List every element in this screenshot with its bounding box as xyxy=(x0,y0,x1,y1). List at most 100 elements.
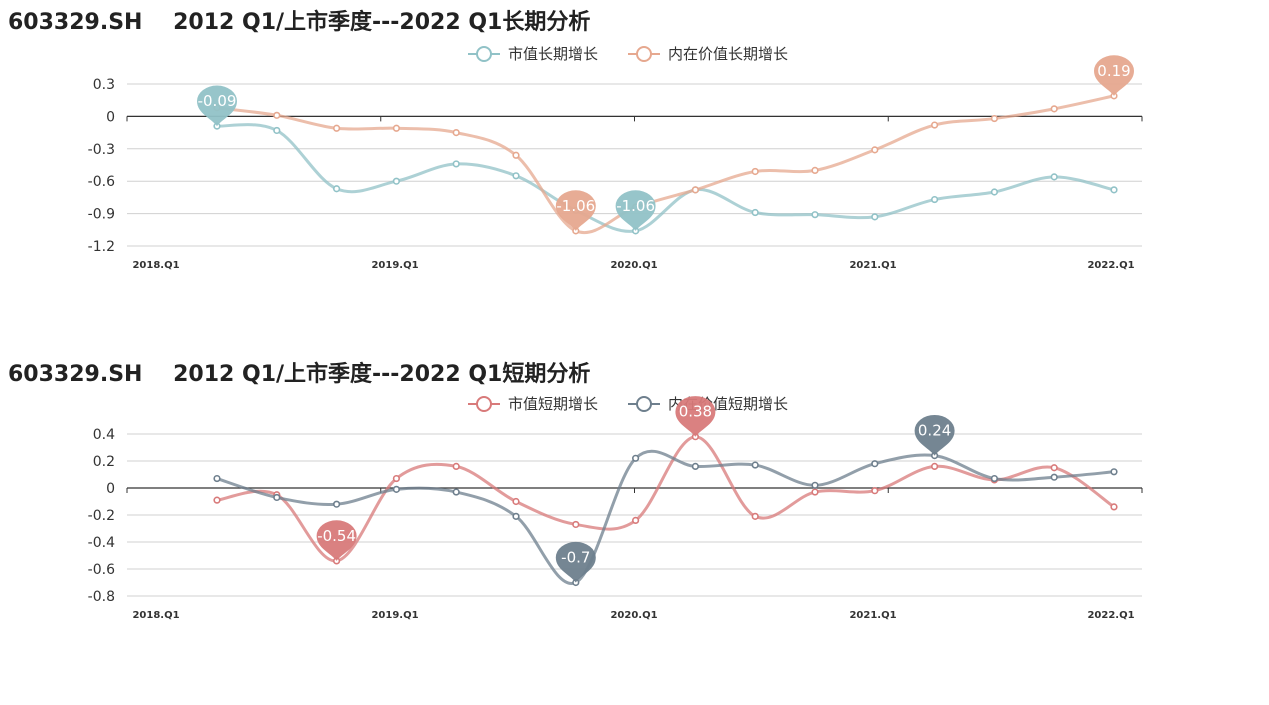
data-point xyxy=(1110,503,1118,511)
pin-label: -1.06 xyxy=(616,197,655,215)
y-tick-label: -0.9 xyxy=(88,207,115,223)
long-term-panel: 603329.SH 2012 Q1/上市季度---2022 Q1长期分析 0.3… xyxy=(0,0,1269,340)
pin-shape xyxy=(197,85,237,127)
series-line xyxy=(216,123,1115,233)
data-point xyxy=(392,177,401,185)
data-point xyxy=(333,124,341,132)
data-point xyxy=(572,520,580,529)
data-point xyxy=(631,454,640,462)
y-tick-label: -0.8 xyxy=(88,589,115,605)
data-point xyxy=(273,111,281,119)
data-point xyxy=(871,487,879,495)
data-point xyxy=(512,512,520,520)
data-point xyxy=(1110,468,1118,476)
x-tick-label: 2018.Q1 xyxy=(132,260,179,271)
short-term-growth-chart: 0.4 0.2 0 -0.2 -0.4 -0.6 -0.8 2018.Q1 2019.Q1 202… xyxy=(88,395,1143,621)
data-point xyxy=(871,460,879,468)
pin-shape xyxy=(555,541,596,583)
x-tick-label: 2021.Q1 xyxy=(849,610,896,621)
pin-label: -0.7 xyxy=(561,549,590,567)
data-point xyxy=(751,167,759,176)
y-tick-label: 0 xyxy=(106,481,115,497)
data-point xyxy=(751,461,759,469)
data-point xyxy=(930,195,939,204)
legend-label: 内在价值长期增长 xyxy=(668,45,788,63)
data-point xyxy=(811,488,819,496)
legend-item: 市值长期增长 xyxy=(468,45,598,63)
y-tick-label: 0.3 xyxy=(93,77,115,93)
y-tick-label: -0.6 xyxy=(88,174,115,190)
short-term-panel: 603329.SH 2012 Q1/上市季度---2022 Q1短期分析 0.4… xyxy=(0,350,1269,690)
pin-shape xyxy=(555,190,596,231)
y-tick-label: -1.2 xyxy=(88,239,115,255)
data-point xyxy=(871,146,879,154)
legend-item: 内在价值长期增长 xyxy=(628,45,788,63)
pin-label: 0.38 xyxy=(679,403,712,421)
legend-marker xyxy=(476,396,492,412)
max-min-pin: 0.24 xyxy=(914,415,955,456)
data-point xyxy=(273,126,281,135)
x-tick-label: 2019.Q1 xyxy=(371,610,418,621)
data-point xyxy=(333,185,341,193)
y-tick-label: -0.2 xyxy=(88,508,115,524)
legend-marker xyxy=(476,46,492,62)
chart-title: 603329.SH 2012 Q1/上市季度---2022 Q1短期分析 xyxy=(8,362,591,387)
data-point xyxy=(1110,186,1118,194)
legend: 市值短期增长 内在价值短期增长 xyxy=(468,395,788,413)
long-term-growth-chart: 0.3 0 -0.3 -0.6 -0.9 -1.2 2018.Q1 2019.Q1 2020.Q… xyxy=(88,45,1143,271)
data-point xyxy=(930,462,939,470)
pin-shape xyxy=(1094,55,1134,96)
max-min-pin: 0.38 xyxy=(675,396,716,437)
max-min-pin: -1.06 xyxy=(615,190,656,231)
pin-label: -0.54 xyxy=(317,527,356,545)
data-point xyxy=(333,500,341,508)
data-point xyxy=(512,151,520,159)
x-tick-label: 2021.Q1 xyxy=(849,260,896,271)
max-min-pin: -0.09 xyxy=(197,85,237,127)
data-point xyxy=(273,493,281,502)
data-point xyxy=(213,496,221,504)
legend: 市值长期增长 内在价值长期增长 xyxy=(468,45,788,63)
y-tick-label: -0.4 xyxy=(88,535,115,551)
legend-marker xyxy=(636,46,652,62)
data-point xyxy=(930,121,939,129)
x-tick-label: 2020.Q1 xyxy=(610,610,657,621)
data-point xyxy=(392,474,401,483)
data-point xyxy=(811,481,819,489)
data-point xyxy=(990,114,999,123)
data-point xyxy=(691,462,700,470)
data-point xyxy=(452,462,460,470)
pin-label: 0.24 xyxy=(918,422,951,440)
pin-label: 0.19 xyxy=(1097,62,1130,80)
data-point xyxy=(990,474,999,483)
max-min-pin: -0.7 xyxy=(555,541,596,583)
pin-label: -0.09 xyxy=(198,92,237,110)
data-point xyxy=(1050,105,1058,113)
legend-item: 市值短期增长 xyxy=(468,395,598,413)
pin-shape xyxy=(914,415,955,456)
max-min-pin: 0.19 xyxy=(1094,55,1134,96)
y-tick-label: 0.4 xyxy=(93,427,115,443)
data-point xyxy=(990,188,999,196)
data-point xyxy=(512,497,520,506)
y-tick-label: 0.2 xyxy=(93,454,115,470)
data-point xyxy=(751,512,759,520)
data-point xyxy=(811,166,819,174)
pin-shape xyxy=(615,190,656,231)
data-point xyxy=(392,485,401,493)
data-point xyxy=(1050,173,1058,181)
data-point xyxy=(452,128,460,137)
x-tick-label: 2018.Q1 xyxy=(132,610,179,621)
data-point xyxy=(631,516,640,524)
data-point xyxy=(512,172,520,180)
data-point xyxy=(452,488,460,496)
data-point xyxy=(452,160,460,168)
y-tick-label: -0.3 xyxy=(88,142,115,158)
pin-shape xyxy=(316,520,357,561)
pin-shape xyxy=(675,396,716,437)
max-min-pin: -0.54 xyxy=(316,520,357,561)
y-tick-label: 0 xyxy=(106,109,115,125)
y-tick-label: -0.6 xyxy=(88,562,115,578)
data-point xyxy=(691,186,700,194)
x-tick-label: 2020.Q1 xyxy=(610,260,657,271)
